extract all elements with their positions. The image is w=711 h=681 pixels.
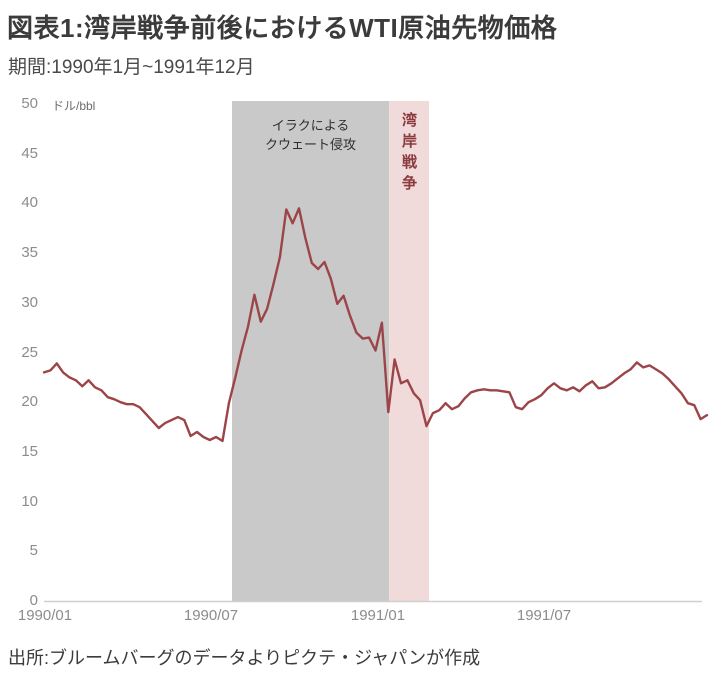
y-tick-label: 45 (21, 145, 38, 162)
y-tick-label: 5 (29, 542, 38, 559)
invasion-period-band (232, 101, 390, 601)
chart-subtitle-period: 期間:1990年1月~1991年12月 (8, 57, 255, 78)
y-axis-unit-label: ドル/bbl (52, 99, 96, 113)
invasion-band-label-line: イラクによる (271, 118, 350, 133)
chart-title: 図表1:湾岸戦争前後におけるWTI原油先物価格 (7, 13, 558, 43)
y-tick-label: 35 (21, 244, 38, 261)
y-tick-label: 0 (29, 592, 38, 609)
y-tick-label: 50 (21, 95, 38, 112)
y-tick-label: 20 (21, 393, 38, 410)
x-tick-label: 1990/01 (17, 607, 73, 624)
y-tick-label: 15 (21, 443, 38, 460)
gulf-war-period-band (389, 101, 430, 601)
invasion-band-label: イラクによる クウェート侵攻 (232, 116, 389, 154)
y-tick-label: 25 (21, 344, 38, 361)
wti-price-line (42, 207, 709, 443)
source-note: 出所:ブルームバーグのデータよりピクテ・ジャパンが作成 (8, 648, 481, 668)
y-tick-label: 10 (21, 493, 38, 510)
x-tick-label: 1990/07 (183, 607, 239, 624)
x-tick-label: 1991/07 (516, 607, 572, 624)
x-tick-label: 1991/01 (350, 607, 406, 624)
y-tick-label: 40 (21, 194, 38, 211)
y-tick-label: 30 (21, 294, 38, 311)
gulf-war-band-label: 湾岸戦争 (400, 112, 417, 196)
invasion-band-label-line: クウェート侵攻 (264, 137, 356, 152)
